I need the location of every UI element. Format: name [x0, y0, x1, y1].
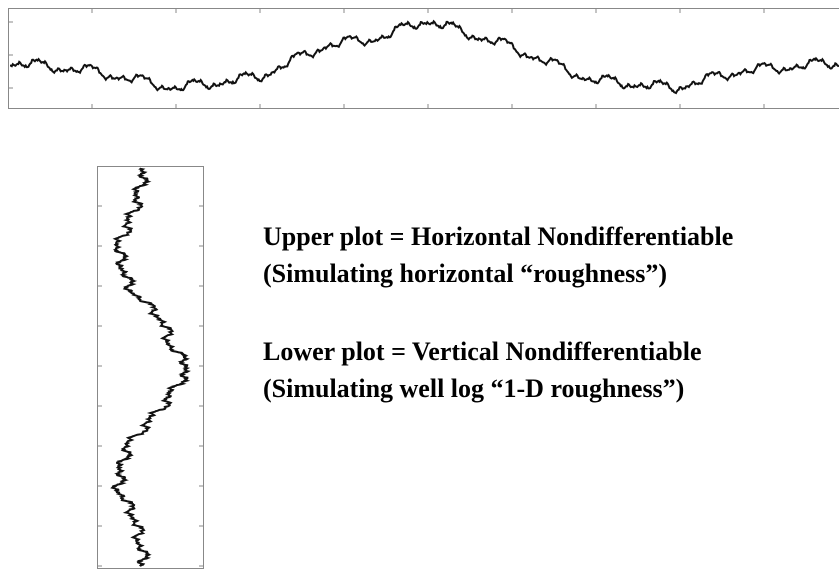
lower-caption-2: (Simulating well log “1-D roughness”)	[263, 374, 685, 403]
upper-plot-frame	[8, 8, 839, 109]
upper-caption-1: Upper plot = Horizontal Nondifferentiabl…	[263, 222, 734, 251]
ticks	[9, 9, 765, 567]
upper-curve	[10, 19, 839, 95]
lower-curve	[110, 167, 191, 567]
lower-plot-frame	[97, 166, 204, 569]
upper-caption-2: (Simulating horizontal “roughness”)	[263, 259, 668, 288]
lower-caption-1: Lower plot = Vertical Nondifferentiable	[263, 337, 702, 366]
